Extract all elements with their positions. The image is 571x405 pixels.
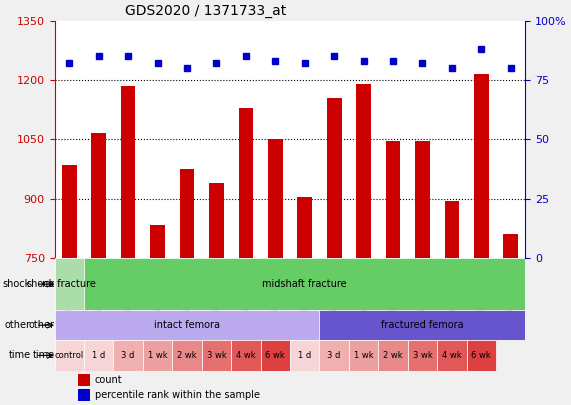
Text: 3 wk: 3 wk: [413, 351, 432, 360]
Text: 1 wk: 1 wk: [148, 351, 167, 360]
Bar: [467, 340, 496, 371]
Bar: [349, 340, 379, 371]
Bar: [268, 139, 283, 258]
Text: 1 wk: 1 wk: [354, 351, 373, 360]
Bar: [121, 86, 135, 258]
Text: 1 d: 1 d: [92, 351, 105, 360]
Text: other: other: [5, 320, 31, 330]
Bar: [319, 340, 349, 371]
Text: 3 d: 3 d: [328, 351, 341, 360]
Text: count: count: [95, 375, 122, 385]
Text: 2 wk: 2 wk: [383, 351, 403, 360]
Bar: [231, 340, 260, 371]
Bar: [297, 197, 312, 258]
Bar: [437, 340, 467, 371]
Bar: [78, 373, 90, 386]
Text: time: time: [9, 350, 31, 360]
Text: 4 wk: 4 wk: [442, 351, 462, 360]
Text: midshaft fracture: midshaft fracture: [263, 279, 347, 289]
Bar: [55, 258, 84, 310]
Bar: [445, 201, 459, 258]
Bar: [209, 183, 224, 258]
Text: GDS2020 / 1371733_at: GDS2020 / 1371733_at: [125, 4, 287, 18]
Bar: [91, 134, 106, 258]
Bar: [84, 340, 114, 371]
Bar: [114, 340, 143, 371]
Text: shock: shock: [26, 279, 55, 289]
Bar: [172, 340, 202, 371]
Bar: [143, 340, 172, 371]
Bar: [78, 389, 90, 401]
Bar: [150, 224, 165, 258]
Text: fractured femora: fractured femora: [381, 320, 464, 330]
Bar: [356, 84, 371, 258]
Text: 1 d: 1 d: [298, 351, 311, 360]
Text: 3 d: 3 d: [122, 351, 135, 360]
Text: 3 wk: 3 wk: [207, 351, 226, 360]
Text: other: other: [29, 320, 55, 330]
Bar: [415, 141, 430, 258]
Bar: [62, 165, 77, 258]
Text: 6 wk: 6 wk: [472, 351, 491, 360]
Text: 6 wk: 6 wk: [266, 351, 285, 360]
Bar: [319, 310, 525, 340]
Bar: [474, 74, 489, 258]
Text: no fracture: no fracture: [42, 279, 96, 289]
Bar: [290, 340, 319, 371]
Text: time: time: [33, 350, 55, 360]
Bar: [180, 169, 194, 258]
Text: control: control: [55, 351, 84, 360]
Bar: [379, 340, 408, 371]
Bar: [408, 340, 437, 371]
Text: intact femora: intact femora: [154, 320, 220, 330]
Bar: [239, 108, 253, 258]
Bar: [202, 340, 231, 371]
Text: shock: shock: [3, 279, 31, 289]
Bar: [385, 141, 400, 258]
Text: 2 wk: 2 wk: [177, 351, 197, 360]
Text: 4 wk: 4 wk: [236, 351, 256, 360]
Bar: [260, 340, 290, 371]
Text: percentile rank within the sample: percentile rank within the sample: [95, 390, 260, 400]
Bar: [327, 98, 341, 258]
Bar: [55, 310, 319, 340]
Bar: [55, 340, 84, 371]
Bar: [504, 234, 518, 258]
